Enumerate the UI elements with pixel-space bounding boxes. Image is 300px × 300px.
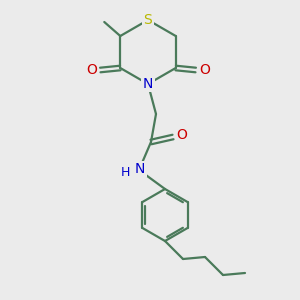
Text: H: H: [120, 166, 130, 178]
Text: N: N: [135, 162, 145, 176]
Text: S: S: [144, 13, 152, 27]
Text: O: O: [86, 63, 97, 77]
Text: N: N: [143, 77, 153, 91]
Text: O: O: [177, 128, 188, 142]
Text: O: O: [199, 63, 210, 77]
